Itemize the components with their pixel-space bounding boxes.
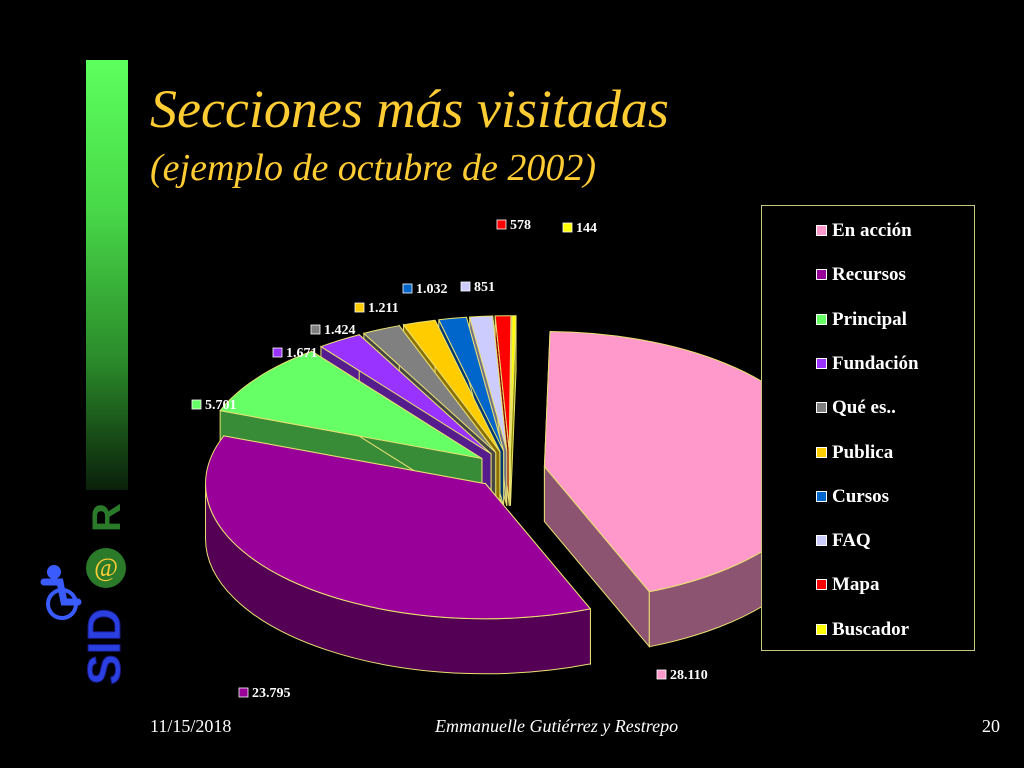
- slide-title: Secciones más visitadas: [150, 79, 669, 139]
- legend-label: Principal: [832, 308, 907, 330]
- logo-at-circle: @: [86, 548, 126, 588]
- data-label-swatch: [562, 222, 573, 233]
- data-label-swatch: [238, 687, 249, 698]
- legend-label: Mapa: [832, 574, 880, 596]
- legend-label: FAQ: [832, 530, 871, 552]
- legend-item: Fundación: [816, 352, 919, 375]
- legend-item: Mapa: [816, 574, 880, 596]
- data-label-qu-es-: 1.424: [324, 323, 356, 338]
- legend-label: Cursos: [832, 485, 890, 507]
- footer-author: Emmanuelle Gutiérrez y Restrepo: [435, 716, 679, 736]
- legend-item: Cursos: [816, 485, 890, 508]
- legend-item: Qué es..: [816, 397, 896, 419]
- chart-legend: En acción Recursos Principal Fundación Qué e…: [761, 205, 975, 651]
- data-label-buscador: 144: [576, 221, 597, 236]
- data-label-publica: 1.211: [368, 301, 399, 316]
- legend-swatch: [816, 579, 827, 591]
- legend-swatch: [816, 357, 827, 369]
- legend-item: Principal: [816, 308, 907, 331]
- data-label-recursos: 23.795: [252, 686, 291, 701]
- data-label-swatch: [310, 324, 321, 335]
- svg-text:@: @: [94, 553, 118, 582]
- data-label-cursos: 1.032: [416, 282, 448, 297]
- logo-r: R: [85, 503, 129, 532]
- legend-item: Recursos: [816, 264, 906, 286]
- data-label-swatch: [354, 302, 365, 313]
- green-accent-bar: [86, 60, 128, 490]
- legend-swatch: [816, 490, 827, 502]
- legend-item: FAQ: [816, 530, 871, 552]
- legend-label: Fundación: [832, 352, 919, 374]
- data-label-mapa: 578: [510, 218, 531, 233]
- legend-swatch: [816, 535, 827, 547]
- legend-swatch: [816, 225, 827, 236]
- data-label-faq: 851: [474, 280, 495, 295]
- footer-date: 11/15/2018: [150, 716, 232, 736]
- legend-label: Qué es..: [832, 397, 896, 419]
- legend-swatch: [816, 313, 827, 325]
- logo-text: SID: [78, 608, 130, 685]
- data-label-swatch: [191, 399, 202, 410]
- legend-label: Publica: [832, 441, 894, 463]
- data-label-swatch: [656, 669, 667, 680]
- footer-page-number: 20: [982, 716, 1000, 736]
- sidar-logo: SID @ R: [40, 503, 131, 686]
- legend-item: Publica: [816, 441, 894, 464]
- legend-swatch: [816, 269, 827, 281]
- legend-item: En acción: [816, 220, 912, 242]
- legend-label: Recursos: [832, 264, 906, 286]
- pie-slice-buscador: [509, 315, 517, 506]
- data-label-swatch: [496, 219, 507, 230]
- legend-label: Buscador: [832, 618, 910, 640]
- legend-label: En acción: [832, 220, 912, 241]
- data-label-principal: 5.701: [205, 398, 237, 413]
- pie-slice-recursos: [205, 435, 592, 675]
- data-label-swatch: [402, 283, 413, 294]
- legend-swatch: [816, 402, 827, 414]
- data-label-en-acci-n: 28.110: [670, 668, 708, 683]
- legend-swatch: [816, 623, 827, 635]
- wheelchair-user-icon: [40, 565, 82, 620]
- pie-slice-en-acci-n: [543, 331, 825, 649]
- data-label-swatch: [460, 281, 471, 292]
- slide-subtitle: (ejemplo de octubre de 2002): [150, 147, 596, 189]
- data-label-fundaci-n: 1.671: [286, 346, 318, 361]
- legend-swatch: [816, 446, 827, 458]
- data-label-swatch: [272, 347, 283, 358]
- legend-item: Buscador: [816, 618, 910, 641]
